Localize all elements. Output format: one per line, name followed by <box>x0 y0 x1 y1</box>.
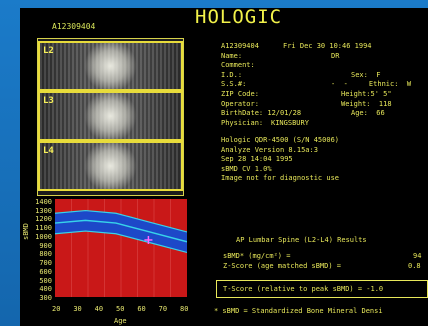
analysis-line: Analyze Version 8.15a:3 <box>221 145 318 154</box>
y-tick-label: 1400 <box>35 198 52 206</box>
info-row: Name: DR <box>221 52 428 62</box>
x-tick-label: 30 <box>73 305 82 313</box>
x-tick-label: 20 <box>52 305 61 313</box>
analysis-line: sBMD CV 1.0% <box>221 164 272 173</box>
info-value: Weight: 118 <box>341 99 392 108</box>
info-key: ZIP Code: <box>221 89 259 98</box>
y-tick-label: 700 <box>39 259 52 268</box>
result-label: sBMD* (mg/cm²) = <box>223 252 291 260</box>
info-key: Name: <box>221 51 243 60</box>
y-tick-label: 900 <box>39 241 52 250</box>
y-tick-label: 500 <box>39 276 52 285</box>
spine-scan-image: L2 L3 L4 <box>37 38 184 196</box>
x-tick-label: 70 <box>158 305 168 313</box>
info-value: - - Ethnic: W <box>331 80 412 89</box>
scan-id-label: A12309404 <box>52 22 96 31</box>
info-row: S.S.#: - - Ethnic: W <box>221 80 428 90</box>
info-value: DR <box>331 51 340 60</box>
info-key: Comment: <box>221 61 255 70</box>
vertebra-region-l3: L3 <box>38 91 183 141</box>
result-value: 94 <box>413 252 422 260</box>
info-key: BirthDate: 12/01/28 <box>221 109 302 118</box>
chart-x-axis: 20 30 40 50 60 70 80 <box>52 305 192 317</box>
info-key: Operator: <box>221 99 259 108</box>
y-tick-label: 1200 <box>35 215 52 224</box>
x-tick-label: 60 <box>137 305 146 313</box>
x-tick-label: 50 <box>116 305 125 313</box>
info-value: Height:5' 5" <box>341 89 392 98</box>
result-label: Z-Score (age matched sBMD) = <box>223 262 342 270</box>
info-row: Physician: KINGSBURY <box>221 119 428 129</box>
chart-y-label: sBMD <box>22 223 30 240</box>
info-row: Comment: <box>221 61 428 71</box>
y-tick-label: 300 <box>39 294 52 302</box>
reference-chart <box>55 199 187 297</box>
info-row: Operator: Weight: 118 <box>221 100 428 110</box>
info-value: KINGSBURY <box>271 118 309 127</box>
vertebra-region-l2: L2 <box>38 41 183 91</box>
info-value: Age: 66 <box>351 109 385 118</box>
tscore-text: T-Score (relative to peak sBMD) = -1.0 <box>223 285 384 293</box>
vertebra-region-l4: L4 <box>38 141 183 191</box>
chart-x-label: Age <box>114 317 127 325</box>
info-row: ZIP Code: Height:5' 5" <box>221 90 428 100</box>
vertebra-label: L3 <box>43 96 54 106</box>
tscore-box: T-Score (relative to peak sBMD) = -1.0 <box>216 280 428 298</box>
series-line-2 <box>55 230 187 254</box>
analysis-line: Image not for diagnostic use <box>221 174 340 183</box>
y-tick-label: 600 <box>39 267 52 276</box>
chart-y-axis: 1400 1300 1200 1100 1000 900 800 700 600 500 400 30… <box>22 198 54 303</box>
result-row-zscore: Z-Score (age matched sBMD) = 0.8 <box>223 262 421 270</box>
info-key: S.S.#: <box>221 80 247 89</box>
info-key: I.D.: <box>221 70 243 79</box>
y-tick-label: 1100 <box>35 224 52 233</box>
info-row: A12309404 Fri Dec 30 10:46 1994 <box>221 42 428 52</box>
series-line-0 <box>55 209 187 233</box>
info-value: Fri Dec 30 10:46 1994 <box>283 42 372 50</box>
info-row: I.D.: Sex: F <box>221 71 428 81</box>
reference-chart-svg <box>55 199 187 297</box>
info-key: Physician: <box>221 118 264 127</box>
vertebra-label: L4 <box>43 146 54 156</box>
y-tick-label: 800 <box>39 250 52 259</box>
brand-title: HOLOGIC <box>195 6 283 28</box>
x-tick-label: 80 <box>180 305 189 313</box>
info-value: Sex: F <box>351 70 381 79</box>
result-row-sbmd: sBMD* (mg/cm²) = 94 <box>223 252 421 260</box>
footnote: * sBMD = Standardized Bone Mineral Densi <box>214 307 383 315</box>
analysis-line: Sep 28 14:04 1995 <box>221 155 293 164</box>
info-row: BirthDate: 12/01/28 Age: 66 <box>221 109 428 119</box>
y-tick-label: 1000 <box>35 232 52 241</box>
info-key: A12309404 <box>221 42 259 50</box>
y-tick-label: 400 <box>39 285 52 294</box>
series-line-1 <box>55 219 187 243</box>
results-title: AP Lumbar Spine (L2-L4) Results <box>236 236 367 244</box>
x-tick-label: 40 <box>94 305 104 313</box>
analysis-info: Hologic QDR-4500 (S/N 45006) Analyze Ver… <box>221 136 339 184</box>
analysis-line: Hologic QDR-4500 (S/N 45006) <box>221 136 340 144</box>
result-value: 0.8 <box>408 262 421 270</box>
y-tick-label: 1300 <box>35 206 52 215</box>
patient-info: A12309404 Fri Dec 30 10:46 1994 Name: DR Com… <box>221 42 428 128</box>
vertebra-label: L2 <box>43 46 54 56</box>
